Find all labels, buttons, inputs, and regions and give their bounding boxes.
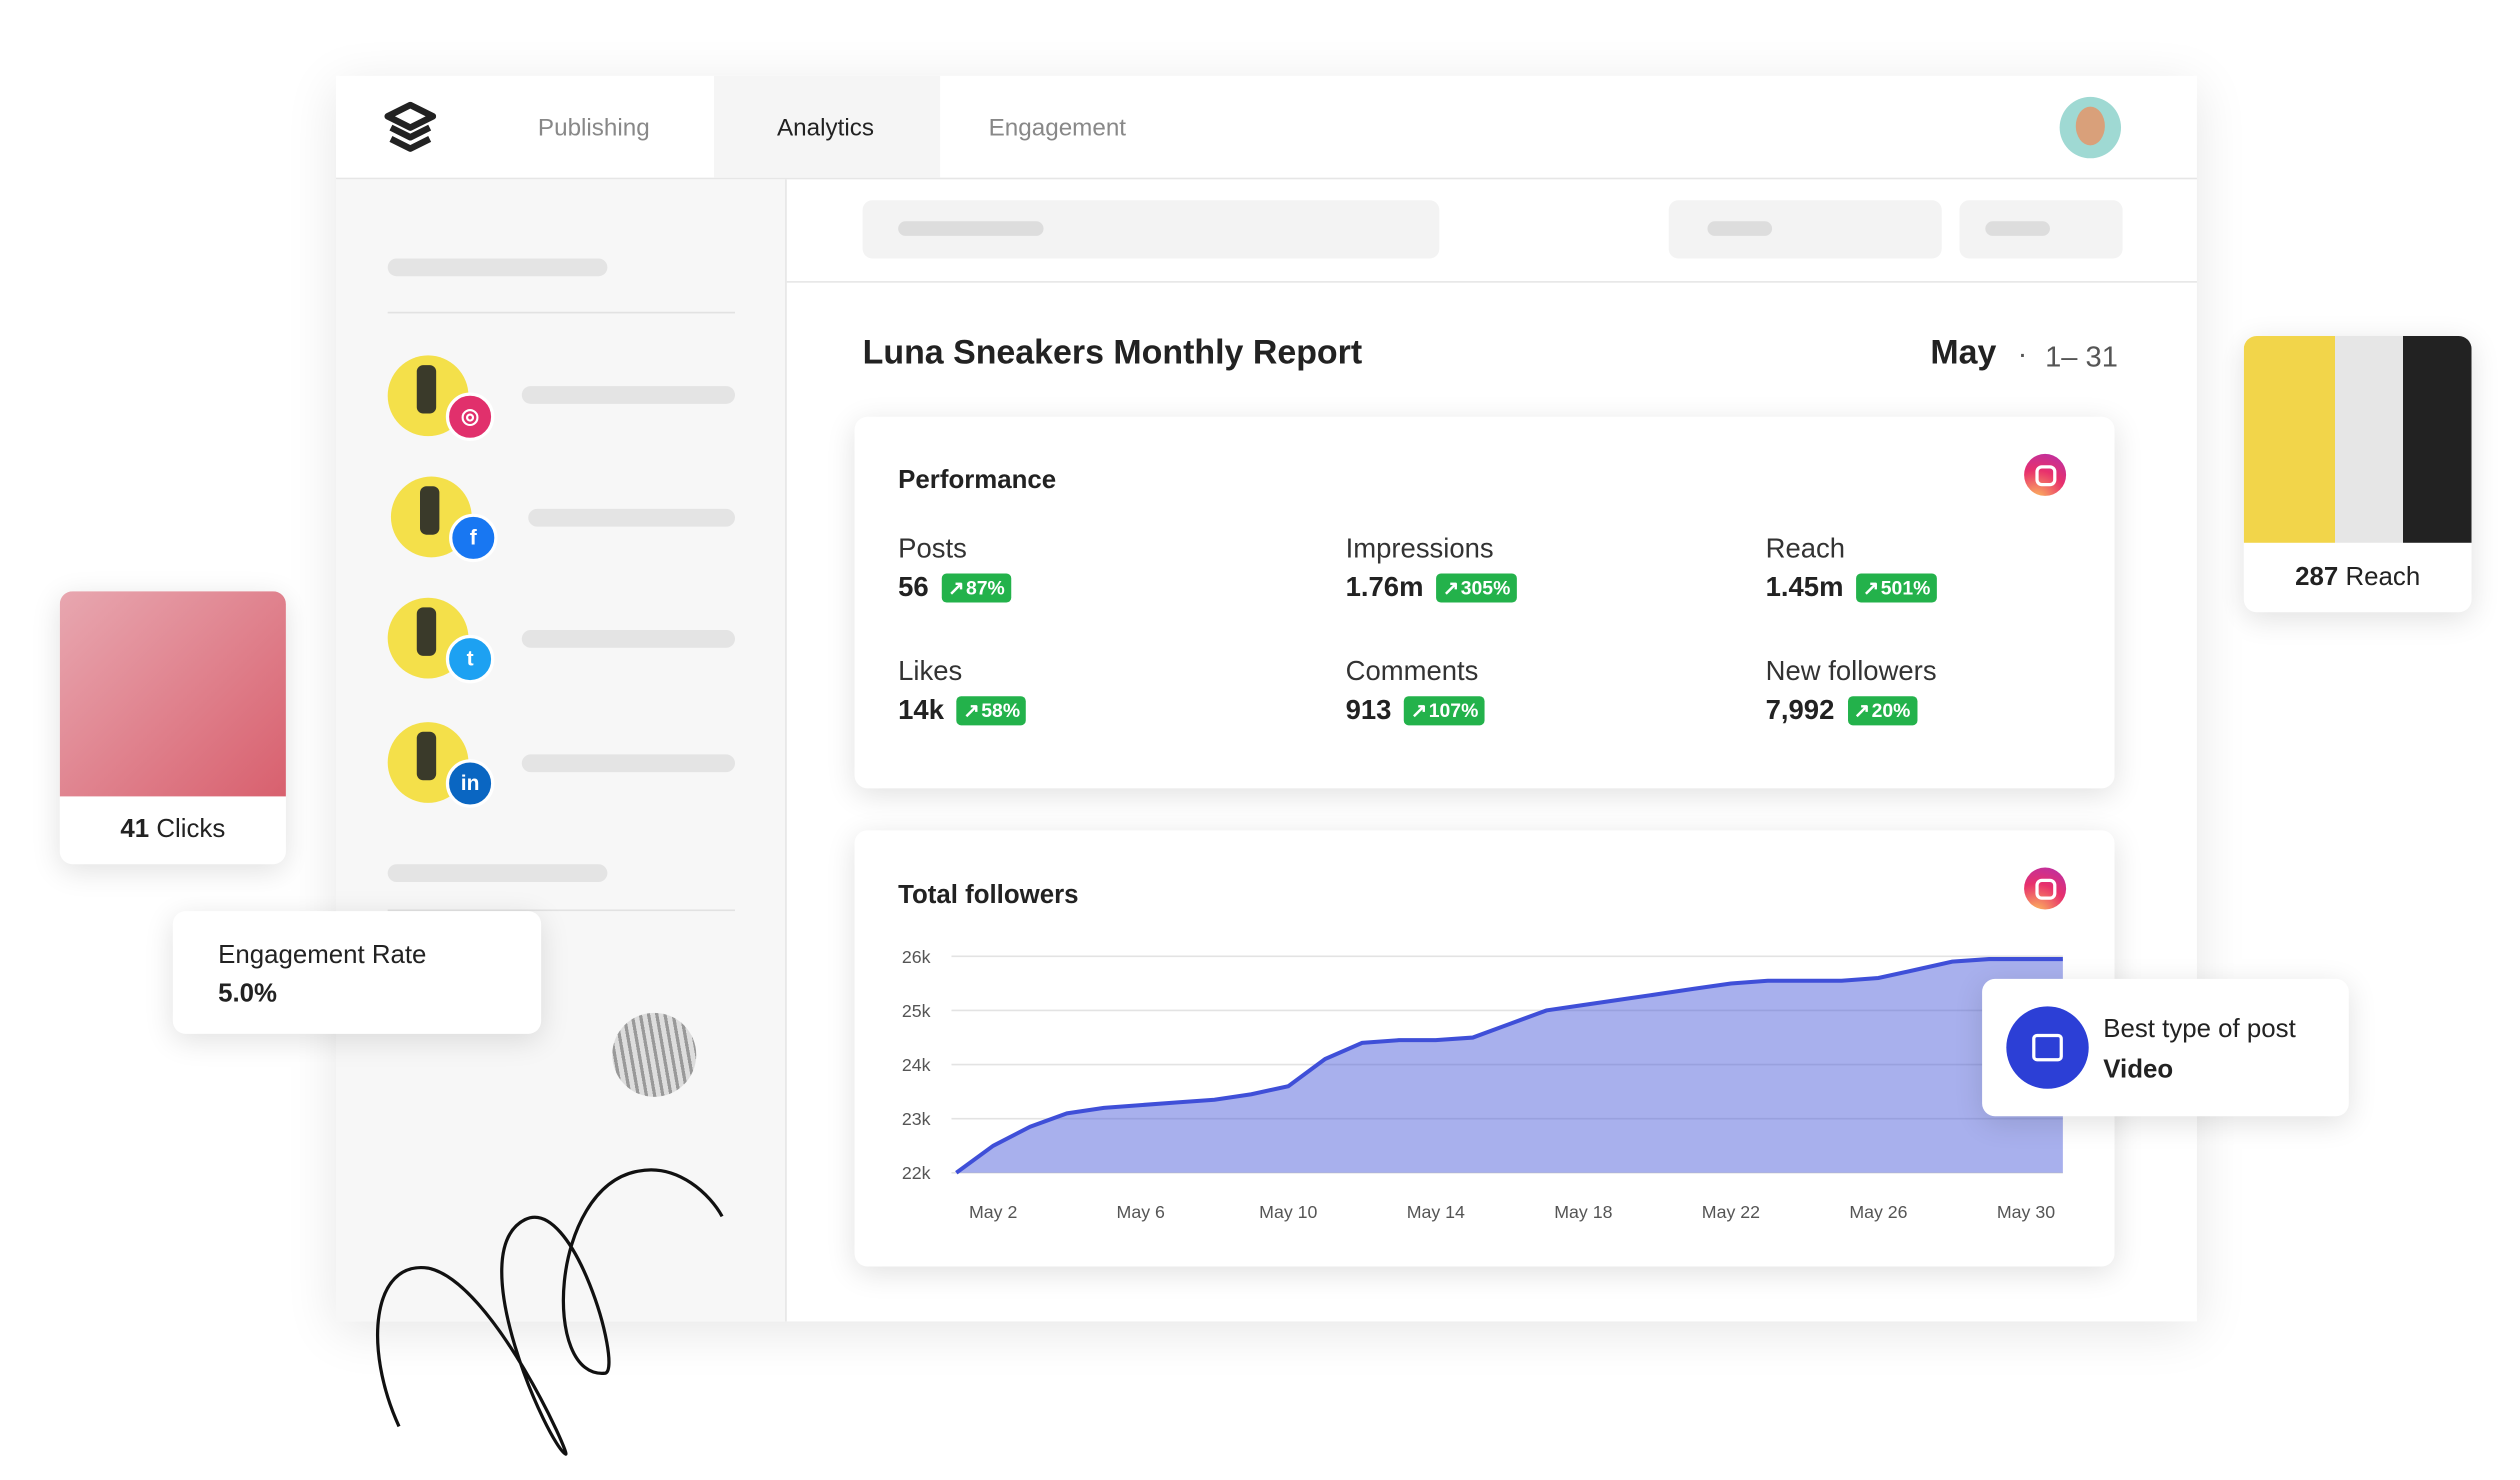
metric-value: 7,992 20% (1766, 695, 1917, 727)
metric-value: 913 107% (1346, 695, 1485, 727)
placeholder (387, 864, 608, 883)
instagram-icon (2024, 867, 2067, 910)
y-tick-label: 26k (902, 947, 931, 967)
photo (59, 591, 286, 797)
metric-label: New followers (1765, 655, 1937, 687)
change-badge: 87% (941, 573, 1012, 603)
x-tick-label: May 14 (1407, 1202, 1465, 1222)
metric-label: Reach (1765, 533, 1846, 564)
y-tick-label: 24k (902, 1055, 931, 1075)
value: 1.45m (1765, 571, 1844, 603)
divider (387, 311, 736, 314)
placeholder (521, 754, 736, 773)
engagement-card: Engagement Rate 5.0% (172, 911, 542, 1034)
linkedin-badge: in (445, 759, 495, 808)
reach-card: 287 Reach (2243, 336, 2472, 613)
tab[interactable]: Analytics (777, 114, 874, 143)
placeholder (387, 258, 608, 277)
placeholder (528, 508, 736, 527)
value: 1.76m (1345, 571, 1424, 603)
chart: Total followers 22k 23k 24k 25k 26k May 2 May … (898, 881, 2063, 1222)
value: 5.0% (218, 980, 277, 1009)
y-tick-label: 25k (902, 1001, 931, 1021)
x-tick-label: May 2 (969, 1202, 1017, 1222)
x-tick-label: May 10 (1259, 1202, 1317, 1222)
metric-label: Impressions (1345, 533, 1494, 564)
y-tick-label: 23k (902, 1109, 931, 1129)
report-range: 1– 31 (2045, 340, 2118, 374)
thumbnail (612, 1012, 697, 1097)
y-tick-label: 22k (902, 1163, 931, 1183)
tab[interactable]: Engagement (988, 114, 1127, 143)
value: 14k (898, 694, 944, 726)
logo[interactable] (384, 101, 437, 157)
value: Video (2103, 1056, 2174, 1084)
change-badge: 501% (1856, 573, 1937, 603)
value: 913 (1345, 694, 1392, 726)
avatar (387, 722, 469, 803)
metric-value: 14k 58% (898, 694, 1027, 727)
dot: · (2017, 337, 2028, 370)
metric-label: Likes (898, 655, 963, 687)
report-month: May (1930, 334, 1997, 372)
change-badge: 20% (1847, 696, 1917, 726)
placeholder (1668, 200, 1942, 259)
divider (387, 909, 736, 912)
divider (786, 281, 2197, 283)
placeholder (1959, 200, 2123, 259)
tab[interactable]: Publishing (537, 114, 650, 143)
placeholder (521, 630, 736, 648)
label: Best type of post (2103, 1016, 2296, 1044)
value: 7,992 (1765, 694, 1835, 726)
x-tick-label: May 30 (1997, 1202, 2055, 1222)
instagram-badge: ◎ (445, 392, 495, 442)
metric-value: 1.45m 501% (1766, 572, 1937, 604)
scribble (376, 1168, 724, 1456)
photo (2243, 336, 2472, 543)
change-badge: 107% (1404, 696, 1485, 726)
x-tick-label: May 18 (1554, 1202, 1612, 1222)
value: 56 (898, 571, 929, 603)
instagram-icon (2024, 453, 2067, 496)
metric-value: 1.76m 305% (1346, 572, 1517, 604)
report-title: Luna Sneakers Monthly Report (862, 334, 1363, 372)
metric-label: Posts (898, 533, 967, 564)
line (955, 957, 2063, 1175)
placeholder (862, 200, 1440, 259)
divider (336, 177, 2197, 180)
followers-card: Total followers 22k 23k 24k 25k 26k May 2 May … (854, 830, 2115, 1267)
active-tab-bg (714, 75, 941, 178)
facebook-badge: f (449, 513, 498, 563)
metric-label: Comments (1345, 655, 1479, 687)
x-tick-label: May 6 (1117, 1202, 1165, 1222)
x-tick-label: May 26 (1849, 1202, 1907, 1222)
post-icon (2006, 1006, 2089, 1089)
change-badge: 305% (1436, 573, 1517, 603)
chart-title: Total followers (898, 881, 1078, 909)
label: Engagement Rate (218, 941, 427, 970)
twitter-badge: t (445, 634, 495, 684)
clicks-card: 41 Clicks (59, 591, 286, 865)
user-avatar[interactable] (2059, 96, 2122, 159)
metric-value: 56 87% (898, 571, 1012, 604)
best-post-card: Best type of post Video (1982, 978, 2349, 1117)
x-tick-label: May 22 (1702, 1202, 1760, 1222)
area (956, 959, 2063, 1173)
reach-stat: 287 Reach (2295, 563, 2421, 592)
card-title: Performance (898, 466, 1057, 495)
placeholder (521, 386, 736, 404)
clicks-stat: 41 Clicks (120, 815, 226, 844)
change-badge: 58% (956, 696, 1027, 726)
performance-card: Performance Posts 56 87% Impressions 1.76m 30… (854, 416, 2115, 789)
